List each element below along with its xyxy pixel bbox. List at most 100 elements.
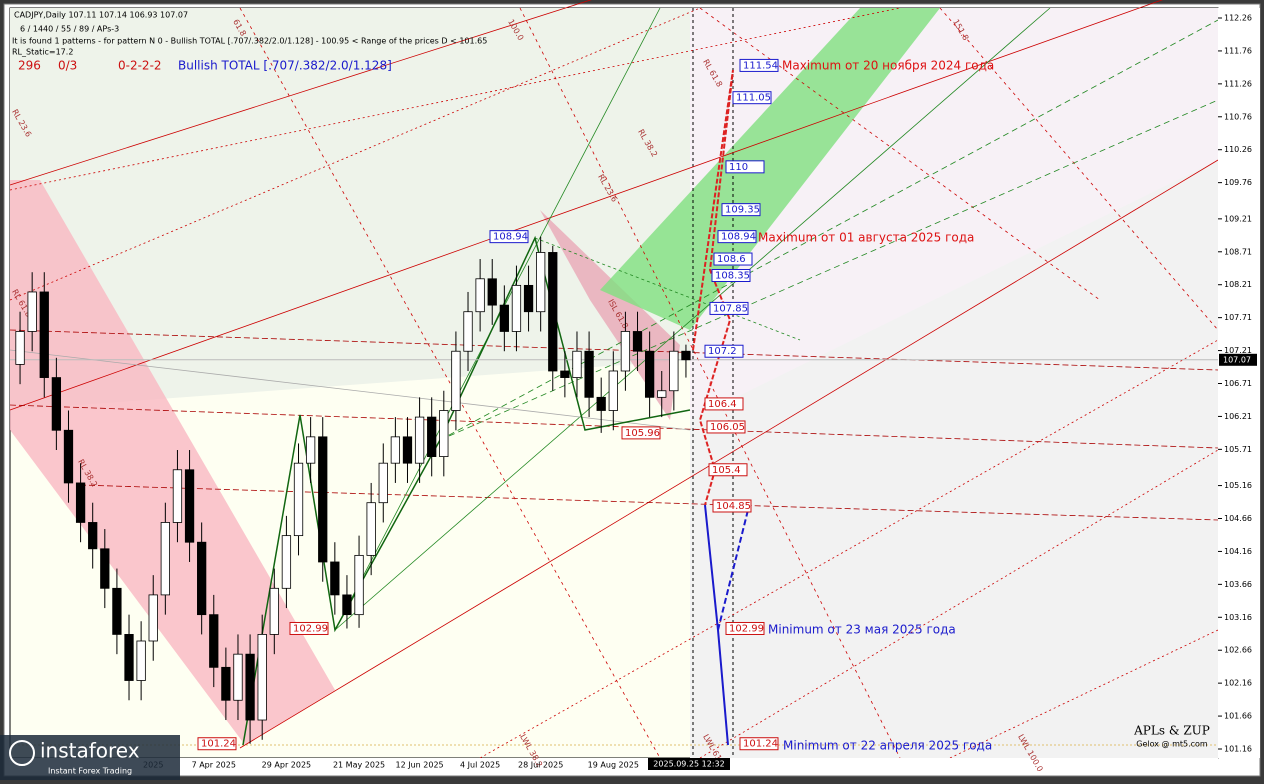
level-box (706, 420, 746, 434)
candle-body (75, 482, 86, 523)
counter: 0/3 (58, 59, 77, 73)
candle-body (51, 377, 62, 431)
level-label: 108.6 (717, 254, 746, 265)
y-tick-label: 111.76 (1224, 46, 1252, 55)
candle-body (560, 370, 570, 378)
candle-body (136, 640, 146, 681)
candle-body (354, 554, 364, 616)
annotation: Maximum от 01 августа 2025 года (758, 231, 974, 245)
forecast (692, 69, 734, 506)
drawing (334, 7, 1051, 631)
logo-icon (9, 740, 35, 766)
drawing (9, 404, 1219, 449)
candle-body (657, 390, 667, 398)
candle-body (475, 278, 485, 313)
candle-body (414, 416, 425, 464)
candle-body (184, 469, 195, 543)
level-box (709, 301, 749, 315)
y-tick-label: 102.16 (1224, 679, 1252, 688)
pivot-label: 101.24 (201, 739, 236, 750)
drawings (9, 0, 1219, 759)
candle-body (390, 436, 401, 464)
candle-body (342, 594, 352, 616)
y-tick-label: 111.26 (1224, 79, 1252, 88)
zone (690, 160, 1218, 758)
pivot-label: 105.96 (625, 428, 660, 439)
candle-body (511, 284, 522, 332)
candle-body (197, 541, 207, 616)
y-tick-label: 110.76 (1224, 112, 1252, 121)
candle-body (620, 331, 631, 372)
y-tick-label: 104.66 (1224, 514, 1252, 523)
down-channel (10, 180, 335, 745)
candle-body (463, 311, 473, 352)
candle-body (112, 587, 122, 635)
candle-body (39, 291, 49, 378)
candle-body (572, 350, 582, 378)
candle-body (124, 634, 134, 681)
level-label: 104.85 (716, 501, 751, 512)
level-label: 110 (729, 162, 748, 173)
candle-body (536, 252, 546, 313)
y-tick-label: 105.16 (1224, 481, 1252, 490)
x-tick-label: 19 Aug 2025 (588, 761, 639, 770)
current-price-tag (1219, 353, 1257, 366)
x-tick-label: 4 Jul 2025 (460, 761, 500, 770)
pivot-label: 108.94 (493, 232, 528, 243)
cursor-tag (648, 758, 730, 770)
candle-body (148, 594, 158, 642)
annotation: Minimum от 22 апреля 2025 года (783, 739, 992, 753)
y-tick-label: 101.66 (1224, 712, 1252, 721)
x-tick-label: 7 Apr 2025 (192, 761, 236, 770)
level-label: 102.99 (729, 623, 764, 634)
y-tick-label: 106.71 (1224, 379, 1252, 388)
candle-body (669, 350, 679, 392)
candle-body (330, 561, 340, 596)
level-label: 107.85 (713, 303, 748, 314)
annotation: Maximum от 20 ноября 2024 года (782, 59, 994, 73)
level-label: 111.54 (743, 60, 778, 71)
candle-body (281, 535, 292, 589)
candle-body (88, 522, 98, 550)
level-label: 107.2 (708, 346, 737, 357)
candle-body (487, 278, 497, 306)
level-box (704, 397, 744, 411)
pivot-box (489, 230, 529, 244)
drawing (9, 7, 901, 191)
candle-body (245, 653, 255, 721)
price-axis (1218, 8, 1260, 758)
drawing (699, 7, 1101, 301)
drawing (479, 339, 1219, 759)
drawing (9, 329, 1219, 371)
y-tick-label: 108.21 (1224, 280, 1252, 289)
level-label: 108.94 (721, 232, 756, 243)
current-price-label: 107.07 (1223, 355, 1251, 364)
candle-body (632, 331, 643, 352)
pivot-label: 102.99 (293, 623, 328, 634)
candle-body (221, 666, 231, 701)
level-label: 106.05 (710, 422, 745, 433)
level-box (708, 463, 748, 477)
level-box (725, 621, 765, 635)
candle-body (172, 469, 183, 523)
drawing (699, 449, 1219, 759)
candle-body (257, 634, 267, 721)
y-tick-label: 101.16 (1224, 745, 1252, 754)
level-label: 101.24 (743, 739, 778, 750)
header-line: CADJPY,Daily 107.11 107.14 106.93 107.07 (14, 11, 188, 20)
counter: 296 (18, 59, 41, 73)
level-box (704, 344, 744, 358)
candle-body (366, 502, 376, 556)
candle-body (439, 410, 449, 458)
y-tick-label: 107.71 (1224, 313, 1252, 322)
candle-body (499, 304, 509, 332)
drawing (439, 99, 1219, 441)
y-tick-label: 104.16 (1224, 547, 1252, 556)
level-box (739, 737, 779, 751)
level-box (721, 203, 761, 217)
pivot-box (197, 737, 237, 751)
level-label: 105.4 (712, 465, 741, 476)
x-tick-label: 21 May 2025 (333, 761, 385, 770)
candle-body (608, 370, 618, 411)
